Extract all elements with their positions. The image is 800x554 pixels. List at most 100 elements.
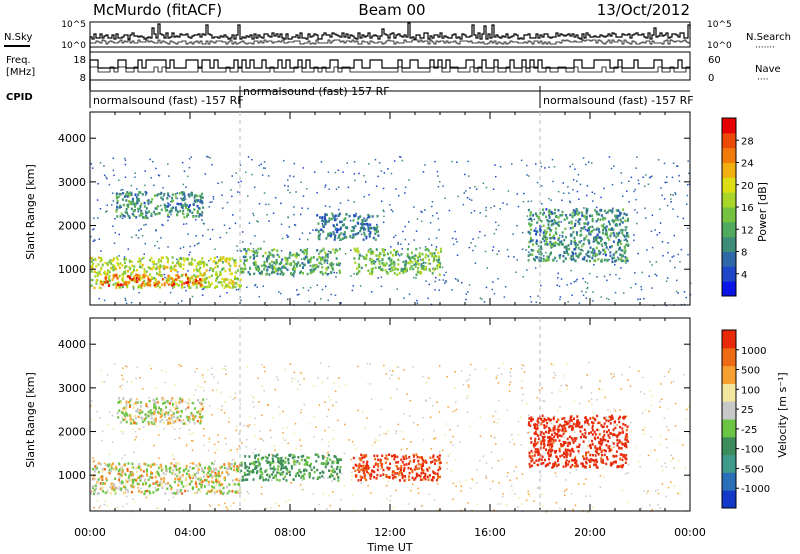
echo-cell (485, 215, 487, 217)
echo-cell (409, 400, 412, 402)
echo-cell (126, 495, 128, 498)
echo-cell (97, 217, 99, 219)
echo-cell (296, 388, 299, 390)
echo-cell (495, 175, 497, 178)
echo-cell (581, 257, 584, 261)
echo-cell (248, 470, 251, 473)
echo-cell (612, 240, 615, 243)
echo-cell (587, 445, 589, 447)
echo-cell (195, 235, 197, 237)
echo-cell (619, 409, 621, 411)
echo-cell (302, 477, 305, 480)
echo-cell (167, 257, 169, 261)
echo-cell (657, 489, 659, 491)
echo-cell (293, 265, 296, 268)
echo-cell (419, 258, 422, 261)
echo-cell (196, 200, 199, 203)
echo-cell (669, 368, 671, 370)
echo-cell (431, 254, 434, 258)
echo-cell (130, 193, 133, 197)
echo-cell (259, 272, 261, 275)
echo-cell (272, 454, 275, 457)
echo-cell (222, 267, 225, 270)
echo-cell (586, 374, 588, 376)
echo-cell (446, 462, 448, 464)
echo-cell (452, 498, 454, 501)
echo-cell (339, 220, 341, 224)
echo-cell (179, 427, 181, 430)
echo-cell (106, 204, 108, 206)
echo-cell (263, 268, 266, 271)
echo-cell (196, 491, 199, 494)
cpid-segment-label: normalsound (fast) -157 RF (93, 94, 244, 107)
echo-cell (231, 490, 234, 493)
echo-cell (302, 272, 304, 275)
echo-cell (172, 287, 174, 289)
echo-cell (309, 465, 312, 468)
echo-cell (156, 472, 159, 475)
echo-cell (130, 474, 133, 477)
echo-cell (186, 280, 189, 284)
echo-cell (147, 266, 150, 269)
echo-cell (590, 391, 593, 394)
echo-cell (363, 257, 366, 260)
echo-cell (172, 405, 175, 408)
echo-cell (162, 187, 164, 189)
echo-cell (337, 419, 339, 422)
echo-cell (650, 404, 652, 407)
echo-cell (275, 261, 278, 264)
echo-cell (569, 165, 571, 168)
echo-cell (305, 469, 308, 472)
echo-cell (432, 215, 434, 217)
echo-cell (586, 282, 589, 284)
echo-cell (384, 268, 387, 272)
echo-cell (677, 253, 679, 256)
echo-cell (531, 452, 534, 454)
echo-cell (423, 476, 426, 479)
echo-cell (253, 397, 255, 399)
echo-cell (571, 163, 574, 166)
echo-cell (307, 289, 310, 292)
echo-cell (202, 376, 204, 378)
echo-cell (143, 419, 146, 422)
echo-cell (156, 212, 159, 216)
echo-cell (622, 254, 624, 258)
echo-cell (145, 483, 147, 486)
echo-cell (268, 220, 270, 222)
echo-cell (391, 374, 393, 376)
echo-cell (144, 413, 147, 416)
echo-cell (638, 182, 640, 185)
echo-cell (198, 415, 201, 418)
echo-cell (138, 229, 140, 232)
echo-cell (293, 271, 296, 275)
echo-cell (313, 415, 316, 418)
echo-cell (574, 223, 577, 226)
echo-cell (357, 222, 360, 225)
echo-cell (253, 463, 256, 466)
echo-cell (156, 240, 159, 243)
echo-cell (201, 257, 204, 260)
echo-cell (479, 231, 481, 233)
echo-cell (164, 381, 167, 384)
echo-cell (453, 410, 456, 412)
echo-cell (467, 291, 469, 293)
echo-cell (159, 264, 162, 267)
echo-cell (256, 251, 259, 254)
echo-cell (269, 265, 272, 269)
echo-cell (128, 216, 131, 219)
echo-cell (106, 262, 109, 266)
echo-cell (650, 395, 653, 398)
echo-cell (627, 379, 629, 381)
echo-cell (466, 397, 468, 399)
echo-cell (170, 467, 173, 471)
echo-cell (622, 233, 625, 237)
echo-cell (291, 456, 294, 460)
echo-cell (203, 223, 205, 225)
echo-cell (140, 277, 143, 280)
echo-cell (625, 243, 628, 247)
echo-cell (326, 462, 329, 466)
echo-cell (172, 471, 175, 475)
echo-cell (190, 261, 193, 264)
echo-cell (427, 297, 429, 300)
echo-cell (351, 289, 354, 292)
